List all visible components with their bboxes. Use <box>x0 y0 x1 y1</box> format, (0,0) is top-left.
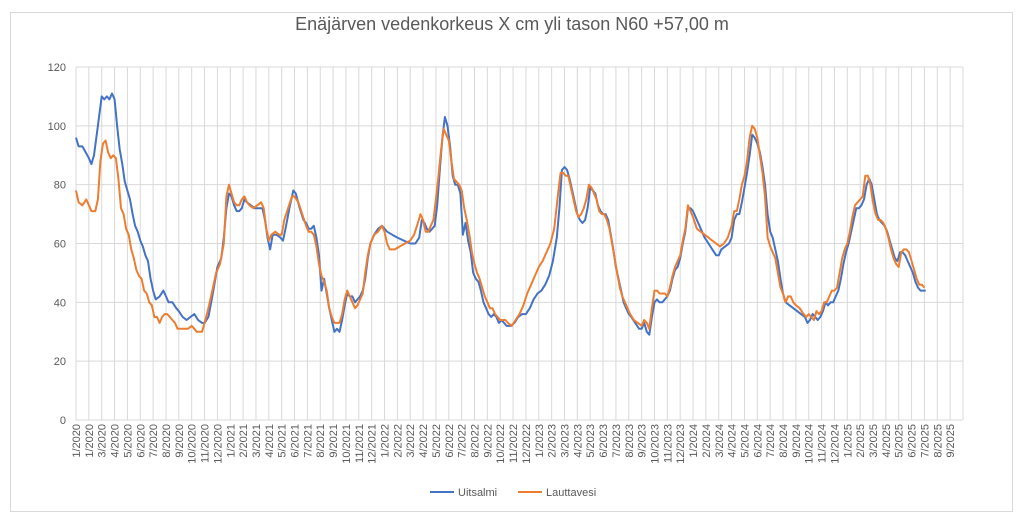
y-axis-ticks: 0 20 40 60 80 100 120 <box>48 62 66 427</box>
x-tick-label: 4/2021 <box>264 424 276 458</box>
x-tick-label: 12/2021 <box>367 424 379 464</box>
y-tick-label: 120 <box>48 62 66 74</box>
x-tick-label: 4/2023 <box>572 424 584 458</box>
x-tick-label: 8/2023 <box>624 424 636 458</box>
chart-frame <box>10 12 1013 512</box>
x-tick-label: 10/2021 <box>341 424 353 464</box>
legend-label-lauttavesi: Lauttavesi <box>546 487 596 499</box>
x-tick-label: 10/2022 <box>495 424 507 464</box>
x-tick-label: 3/2021 <box>251 424 263 458</box>
x-tick-label: 11/2021 <box>354 424 366 463</box>
x-tick-label: 3/2025 <box>868 424 880 458</box>
x-tick-label: 6/2025 <box>907 424 919 458</box>
x-tick-label: 2/2022 <box>392 424 404 458</box>
x-tick-label: 11/2020 <box>200 424 212 463</box>
x-tick-label: 12/2022 <box>521 424 533 464</box>
x-tick-label: 5/2022 <box>431 424 443 458</box>
y-tick-label: 100 <box>48 121 66 133</box>
x-tick-label: 8/2022 <box>470 424 482 458</box>
x-tick-label: 4/2024 <box>727 424 739 458</box>
x-tick-label: 9/2020 <box>174 424 186 458</box>
x-tick-label: 4/2022 <box>418 424 430 458</box>
x-tick-label: 3/2024 <box>714 424 726 458</box>
x-tick-label: 9/2024 <box>791 424 803 458</box>
x-tick-label: 6/2023 <box>598 424 610 458</box>
x-axis-ticks: 1/2020 1/2020 3/2020 4/2020 5/2020 6/2020 7/20… <box>71 424 957 464</box>
x-tick-label: 4/2025 <box>881 424 893 458</box>
x-tick-label: 10/2020 <box>187 424 199 464</box>
y-tick-label: 80 <box>54 180 66 192</box>
x-tick-label: 11/2024 <box>817 424 829 463</box>
x-tick-label: 8/2021 <box>315 424 327 458</box>
x-tick-label: 1/2022 <box>380 424 392 458</box>
x-tick-label: 5/2024 <box>739 424 751 458</box>
x-tick-label: 2/2021 <box>238 424 250 458</box>
x-tick-label: 2/2025 <box>855 424 867 458</box>
x-tick-label: 5/2025 <box>894 424 906 458</box>
x-tick-label: 12/2024 <box>829 424 841 464</box>
x-tick-label: 7/2024 <box>765 424 777 458</box>
x-tick-label: 6/2021 <box>290 424 302 458</box>
x-tick-label: 7/2020 <box>148 424 160 458</box>
x-tick-label: 12/2023 <box>675 424 687 464</box>
x-tick-label: 2/2023 <box>547 424 559 458</box>
x-tick-label: 2/2024 <box>701 424 713 458</box>
x-tick-label: 1/2023 <box>534 424 546 458</box>
x-tick-label: 1/2020 <box>84 424 96 458</box>
legend-label-uitsalmi: Uitsalmi <box>458 487 497 499</box>
x-tick-label: 5/2023 <box>585 424 597 458</box>
x-tick-label: 9/2021 <box>328 424 340 458</box>
x-tick-label: 8/2024 <box>778 424 790 458</box>
x-tick-label: 1/2021 <box>225 424 237 458</box>
chart-title: Enäjärven vedenkorkeus X cm yli tason N6… <box>295 14 729 34</box>
x-tick-label: 11/2023 <box>662 424 674 463</box>
x-tick-label: 9/2022 <box>482 424 494 458</box>
x-tick-label: 1/2024 <box>688 424 700 458</box>
x-tick-label: 7/2022 <box>457 424 469 458</box>
chart-grid <box>75 66 964 421</box>
x-tick-label: 1/2020 <box>71 424 83 458</box>
x-tick-label: 7/2021 <box>302 424 314 458</box>
x-tick-label: 7/2025 <box>919 424 931 458</box>
x-tick-label: 8/2025 <box>932 424 944 458</box>
x-tick-label: 4/2020 <box>110 424 122 458</box>
series-line-uitsalmi <box>75 92 926 336</box>
x-tick-label: 6/2024 <box>752 424 764 458</box>
series-line-lauttavesi <box>75 124 926 333</box>
x-tick-label: 6/2020 <box>135 424 147 458</box>
x-tick-label: 3/2022 <box>405 424 417 458</box>
y-tick-label: 20 <box>54 356 66 368</box>
chart-series <box>75 92 926 336</box>
chart-legend: Uitsalmi Lauttavesi <box>430 487 596 499</box>
x-tick-label: 5/2020 <box>122 424 134 458</box>
x-tick-label: 10/2024 <box>804 424 816 464</box>
x-tick-label: 3/2023 <box>559 424 571 458</box>
x-tick-label: 5/2021 <box>277 424 289 458</box>
x-tick-label: 12/2020 <box>212 424 224 464</box>
x-tick-label: 9/2023 <box>637 424 649 458</box>
x-tick-label: 10/2023 <box>649 424 661 464</box>
y-tick-label: 40 <box>54 297 66 309</box>
x-tick-label: 6/2022 <box>444 424 456 458</box>
x-tick-label: 7/2023 <box>611 424 623 458</box>
x-tick-label: 8/2020 <box>161 424 173 458</box>
x-tick-label: 1/2025 <box>842 424 854 458</box>
x-tick-label: 9/2025 <box>945 424 957 458</box>
y-tick-label: 0 <box>60 415 66 427</box>
y-tick-label: 60 <box>54 239 66 251</box>
x-tick-label: 11/2022 <box>508 424 520 463</box>
x-tick-label: 3/2020 <box>97 424 109 458</box>
